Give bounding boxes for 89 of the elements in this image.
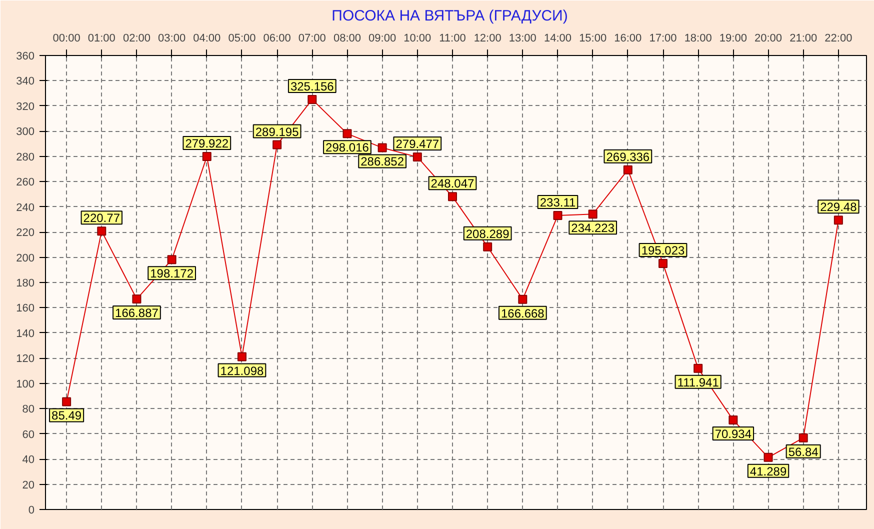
x-tick-label: 06:00 — [263, 32, 291, 44]
point — [308, 94, 317, 104]
data-label: 166.887 — [115, 306, 159, 320]
x-tick-label: 19:00 — [719, 32, 747, 44]
point — [623, 165, 632, 174]
x-tick-label: 15:00 — [579, 32, 607, 44]
point — [764, 452, 773, 462]
point — [448, 192, 457, 202]
point — [728, 416, 738, 425]
y-tick-label: 160 — [16, 302, 35, 315]
data-label: 41.289 — [750, 464, 787, 478]
y-tick-label: 80 — [22, 404, 35, 416]
y-tick-label: 340 — [16, 76, 35, 88]
point — [518, 294, 528, 304]
data-label: 234.223 — [571, 221, 615, 236]
point — [588, 210, 598, 219]
data-label: 279.477 — [396, 137, 440, 152]
x-tick-label: 21:00 — [790, 32, 818, 44]
x-tick-label: 02:00 — [122, 32, 150, 44]
x-tick-label: 14:00 — [544, 32, 572, 44]
y-tick-label: 20 — [22, 479, 35, 492]
y-tick-label: 40 — [22, 454, 35, 466]
y-tick-label: 320 — [16, 100, 35, 113]
x-tick-label: 13:00 — [508, 32, 536, 44]
x-tick-label: 01:00 — [88, 32, 116, 44]
x-tick-label: 20:00 — [754, 32, 782, 44]
point — [62, 397, 72, 406]
x-tick-label: 09:00 — [368, 32, 396, 44]
data-label: 269.336 — [606, 150, 650, 164]
y-tick-label: 280 — [16, 151, 35, 164]
x-tick-label: 12:00 — [474, 32, 502, 44]
point — [202, 152, 212, 161]
point — [834, 216, 843, 225]
point — [342, 129, 352, 138]
y-tick-label: 260 — [16, 176, 35, 189]
y-tick-label: 220 — [16, 227, 35, 240]
x-tick-label: 04:00 — [193, 32, 221, 44]
data-label: 289.195 — [255, 124, 300, 139]
x-tick-label: 05:00 — [228, 32, 256, 44]
point — [167, 255, 176, 264]
y-tick-label: 180 — [16, 278, 35, 290]
point — [272, 140, 282, 150]
y-tick-label: 140 — [16, 328, 35, 340]
data-label: 325.156 — [290, 79, 334, 94]
x-tick-label: 16:00 — [614, 32, 642, 44]
point — [132, 294, 142, 304]
data-label: 298.016 — [326, 140, 370, 155]
data-label: 121.098 — [220, 364, 264, 378]
x-tick-label: 22:00 — [824, 32, 852, 44]
point — [97, 226, 106, 236]
data-label: 195.023 — [641, 244, 686, 258]
y-tick-label: 60 — [22, 428, 35, 441]
x-tick-label: 03:00 — [158, 32, 186, 44]
x-tick-label: 00:00 — [52, 32, 80, 44]
data-label: 233.11 — [540, 196, 576, 210]
data-label: 279.922 — [185, 136, 229, 150]
x-tick-label: 17:00 — [649, 32, 677, 44]
x-tick-label: 10:00 — [404, 32, 432, 44]
y-tick-label: 240 — [16, 202, 35, 214]
point — [553, 211, 562, 220]
data-label: 198.172 — [150, 266, 194, 281]
point — [412, 152, 422, 162]
y-tick-label: 300 — [16, 126, 35, 138]
data-label: 286.852 — [360, 154, 404, 169]
y-tick-label: 360 — [16, 50, 35, 62]
data-label: 220.77 — [83, 211, 120, 226]
point — [237, 352, 246, 362]
point — [694, 364, 703, 373]
x-tick-label: 08:00 — [333, 32, 362, 44]
point — [483, 242, 492, 252]
chart-title: ПОСОКА НА ВЯТЪРА (ГРАДУСИ) — [332, 8, 568, 24]
y-tick-label: 200 — [16, 252, 35, 264]
data-label: 85.49 — [52, 408, 82, 423]
x-tick-label: 18:00 — [684, 32, 712, 44]
data-label: 229.48 — [820, 200, 858, 214]
data-label: 56.84 — [788, 444, 819, 459]
point — [798, 433, 808, 442]
y-tick-label: 120 — [16, 353, 35, 366]
data-label: 70.934 — [714, 427, 752, 442]
data-label: 208.289 — [466, 226, 510, 241]
data-label: 248.047 — [430, 176, 475, 191]
data-label: 166.668 — [500, 306, 545, 320]
x-tick-label: 11:00 — [439, 32, 466, 44]
point — [658, 259, 668, 268]
point — [378, 143, 387, 152]
data-label: 111.941 — [677, 375, 720, 390]
y-tick-label: 0 — [28, 504, 35, 516]
y-tick-label: 100 — [16, 378, 35, 390]
x-tick-label: 07:00 — [298, 32, 326, 44]
